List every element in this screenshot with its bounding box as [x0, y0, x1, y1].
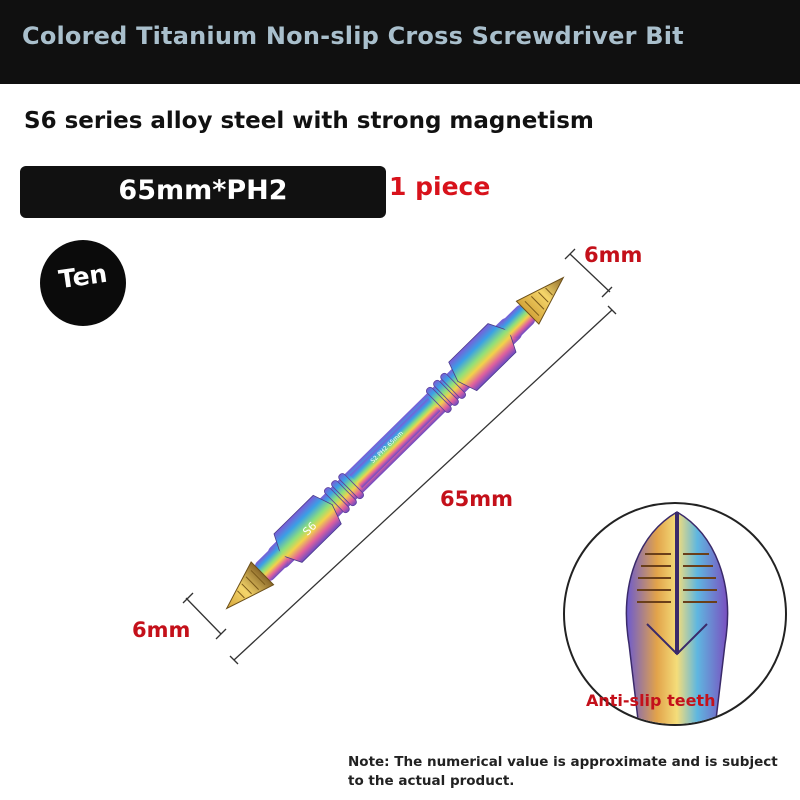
page-title: Colored Titanium Non-slip Cross Screwdri…: [22, 22, 684, 50]
tip-bottom-dimension: 6mm: [132, 618, 191, 642]
dim-length-line: [233, 309, 613, 661]
tip-detail-zoom: [563, 502, 787, 726]
dim-top-line: [569, 253, 611, 293]
dimension-lines: [182, 248, 617, 665]
product-subtitle: S6 series alloy steel with strong magnet…: [24, 108, 594, 134]
tip-detail-label: Anti-slip teeth: [586, 691, 716, 710]
spec-pill: 65mm*PH2: [20, 166, 386, 218]
dim-bottom-line: [185, 597, 222, 635]
spec-label: 65mm*PH2: [118, 175, 288, 206]
quantity-label: 1 piece: [389, 172, 491, 201]
tip-detail-image: [625, 511, 729, 724]
tip-top-dimension: 6mm: [584, 243, 643, 267]
length-dimension: 65mm: [440, 487, 513, 511]
screwdriver-bit: S6 S2 PH2 65mm: [225, 276, 565, 610]
pack-badge: Ten: [40, 240, 126, 326]
header-bar: Colored Titanium Non-slip Cross Screwdri…: [0, 0, 800, 84]
disclaimer-note: Note: The numerical value is approximate…: [348, 754, 778, 789]
